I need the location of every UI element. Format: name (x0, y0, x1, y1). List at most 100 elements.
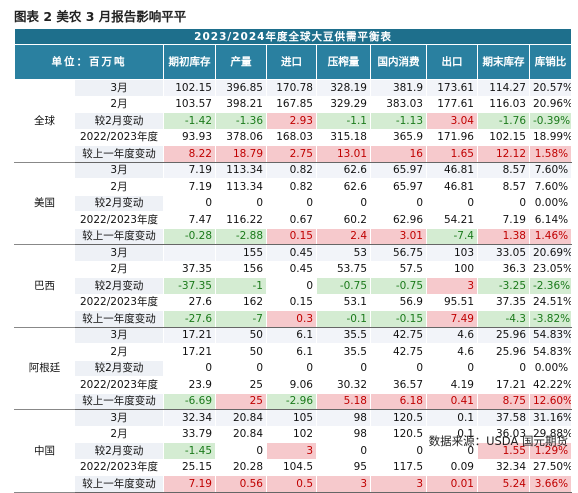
table-row: 2月 7.19 113.34 0.82 62.6 65.97 46.81 8.57 7.60% (15, 178, 573, 196)
table-row: 2022/2023年度 25.15 20.28 104.5 95 117.5 0.09 32.… (15, 458, 573, 476)
table-row: 2月 33.79 20.84 102 98 120.5 0.1 36.03 29.88% (15, 425, 573, 443)
row-label: 2月 (74, 178, 164, 196)
value-cell: 7.19 (163, 178, 216, 196)
value-cell: 3.01 (370, 227, 427, 245)
column-header-row: 单位：百万吨 期初库存 产量 进口 压榨量 国内消费 出口 期末库存 库销比 (14, 44, 573, 80)
value-cell: 0 (370, 359, 427, 377)
row-label: 较上一年度变动 (74, 392, 164, 410)
row-label: 较2月变动 (74, 277, 164, 295)
table-row: 全球 3月 102.15 396.85 170.78 328.19 381.9 173.61 1… (14, 79, 573, 163)
value-cell: 12.60% (528, 392, 573, 410)
row-label: 3月 (74, 244, 164, 262)
value-cell: 168.03 (266, 128, 317, 146)
value-cell: 0.00% (528, 359, 573, 377)
value-cell: 27.6 (163, 293, 216, 311)
value-cell: -1.76 (477, 112, 530, 130)
value-cell: -7.4 (426, 227, 478, 245)
table-row: 中国 3月 32.34 20.84 105 98 120.5 0.1 37.58 31.16% (14, 409, 573, 493)
value-cell: 0.67 (266, 211, 317, 229)
value-cell: 378.06 (215, 128, 267, 146)
value-cell: 98 (316, 425, 371, 443)
value-cell: 0 (316, 194, 371, 212)
value-cell: 0.56 (215, 475, 267, 493)
value-cell: 0 (163, 359, 216, 377)
value-cell: 0.1 (426, 409, 478, 427)
table-row: 2022/2023年度 23.9 25 9.06 30.32 36.57 4.19 17.21… (15, 376, 573, 394)
value-cell: 113.34 (215, 161, 267, 179)
value-cell: -37.35 (163, 277, 216, 295)
table-row: 2月 17.21 50 6.1 35.5 42.75 4.6 25.96 54.83% (15, 343, 573, 361)
value-cell: 20.84 (215, 425, 267, 443)
value-cell: 0 (370, 442, 427, 460)
value-cell: 0.45 (266, 260, 317, 278)
value-cell: 62.6 (316, 178, 371, 196)
value-cell: 2.93 (266, 112, 317, 130)
column-header: 国内消费 (370, 44, 427, 80)
value-cell: 20.84 (215, 409, 267, 427)
value-cell: 20.69% (528, 244, 573, 262)
value-cell: 170.78 (266, 79, 317, 97)
value-cell: 25 (215, 376, 267, 394)
value-cell: -27.6 (163, 310, 216, 328)
value-cell: 46.81 (426, 178, 478, 196)
value-cell: 18.99% (528, 128, 573, 146)
value-cell: 37.58 (477, 409, 530, 427)
value-cell: 116.03 (477, 95, 530, 113)
value-cell: -3.82% (528, 310, 573, 328)
value-cell: 1.58% (528, 145, 573, 163)
table-body: 全球 3月 102.15 396.85 170.78 328.19 381.9 173.61 1… (14, 79, 573, 493)
value-cell: 3 (266, 442, 317, 460)
table-row: 2月 37.35 156 0.45 53.75 57.5 100 36.3 23.05% (15, 260, 573, 278)
value-cell: 156 (215, 260, 267, 278)
value-cell: 0 (477, 359, 530, 377)
value-cell: -0.28 (163, 227, 216, 245)
value-cell: 1.46% (528, 227, 573, 245)
value-cell: 0.45 (266, 244, 317, 262)
value-cell: 155 (215, 244, 267, 262)
value-cell: 56.75 (370, 244, 427, 262)
value-cell: 8.75 (477, 392, 530, 410)
value-cell: -1.45 (163, 442, 216, 460)
value-cell: 50 (215, 343, 267, 361)
balance-table-container: 2023/2024年度全球大豆供需平衡表 单位：百万吨 期初库存 产量 进口 压榨量 国内… (13, 28, 573, 493)
value-cell: 36.57 (370, 376, 427, 394)
value-cell: 383.03 (370, 95, 427, 113)
value-cell: 3.66% (528, 475, 573, 493)
value-cell: 53 (316, 244, 371, 262)
value-cell: 4.6 (426, 343, 478, 361)
value-cell: 0.09 (426, 458, 478, 476)
value-cell: 8.57 (477, 161, 530, 179)
value-cell: -1.1 (316, 112, 371, 130)
value-cell: 23.9 (163, 376, 216, 394)
value-cell: 62.96 (370, 211, 427, 229)
row-label: 2022/2023年度 (74, 376, 164, 394)
value-cell: 0 (266, 194, 317, 212)
value-cell: 328.19 (316, 79, 371, 97)
value-cell: 24.51% (528, 293, 573, 311)
value-cell: -0.15 (370, 310, 427, 328)
value-cell: -1 (215, 277, 267, 295)
value-cell: 30.32 (316, 376, 371, 394)
value-cell: 315.18 (316, 128, 371, 146)
value-cell: 23.05% (528, 260, 573, 278)
row-label: 3月 (74, 79, 164, 97)
row-label: 2022/2023年度 (74, 458, 164, 476)
value-cell: 25 (215, 392, 267, 410)
value-cell: 56.9 (370, 293, 427, 311)
value-cell: -0.75 (316, 277, 371, 295)
value-cell: 398.21 (215, 95, 267, 113)
row-label: 较2月变动 (74, 194, 164, 212)
column-header: 进口 (266, 44, 317, 80)
table-row: 较上一年度变动 -0.28 -2.88 0.15 2.4 3.01 -7.4 1.38 1.46… (15, 227, 573, 245)
table-row: 较上一年度变动 -6.69 25 -2.96 5.18 6.18 0.41 8.75 12.60… (15, 392, 573, 410)
value-cell (163, 244, 216, 262)
value-cell: 2.4 (316, 227, 371, 245)
value-cell: 0.41 (426, 392, 478, 410)
value-cell: 162 (215, 293, 267, 311)
row-label: 较2月变动 (74, 112, 164, 130)
row-label: 2022/2023年度 (74, 211, 164, 229)
value-cell: 54.83% (528, 326, 573, 344)
value-cell: 396.85 (215, 79, 267, 97)
value-cell: 1.38 (477, 227, 530, 245)
value-cell: 8.22 (163, 145, 216, 163)
